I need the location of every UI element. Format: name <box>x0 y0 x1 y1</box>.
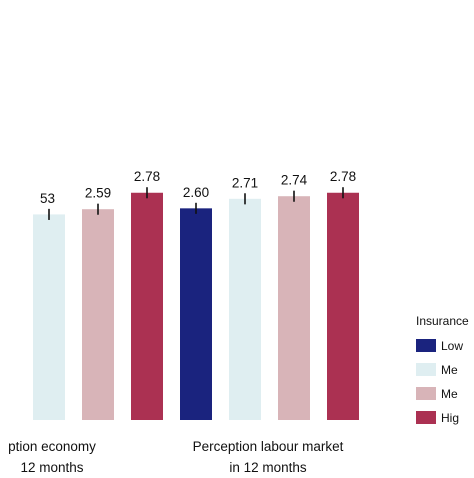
data-label-series-2-cat-0: 2.59 <box>85 186 111 201</box>
bar-series-2-cat-0 <box>82 209 114 420</box>
category-label-labour-line-2: in 12 months <box>229 460 307 475</box>
legend-swatch-medium-high <box>416 387 436 400</box>
legend-item-high: Hig <box>416 410 474 425</box>
bar-series-2-cat-1 <box>278 196 310 420</box>
legend-swatch-high <box>416 411 436 424</box>
category-label-labour-market: Perception labour market in 12 months <box>168 436 368 478</box>
legend-item-medium-high: Me <box>416 386 474 401</box>
category-label-economy-line-1: ption economy <box>8 439 96 454</box>
legend-label-high: Hig <box>441 410 460 425</box>
category-label-economy: ption economy 12 months <box>0 436 152 478</box>
bar-series-1-cat-0 <box>33 214 65 420</box>
data-label-series-3-cat-1: 2.78 <box>330 169 356 184</box>
bar-series-3-cat-0 <box>131 192 163 420</box>
bar-series-1-cat-1 <box>229 198 261 420</box>
legend-swatch-medium-low <box>416 363 436 376</box>
legend-label-low: Low <box>441 338 464 353</box>
bar-series-0-cat-1 <box>180 208 212 420</box>
legend-swatch-low <box>416 339 436 352</box>
data-label-series-1-cat-1: 2.71 <box>232 175 258 190</box>
legend-item-medium-low: Me <box>416 362 474 377</box>
legend-label-medium-low: Me <box>441 362 458 377</box>
legend: Insurance Low Me Me Hig <box>416 314 474 434</box>
data-label-series-2-cat-1: 2.74 <box>281 173 308 188</box>
data-label-series-0-cat-1: 2.60 <box>183 185 209 200</box>
bar-series-3-cat-1 <box>327 192 359 420</box>
category-label-economy-line-2: 12 months <box>20 460 84 475</box>
data-label-series-1-cat-0: 53 <box>40 191 55 206</box>
data-label-series-3-cat-0: 2.78 <box>134 169 160 184</box>
legend-label-medium-high: Me <box>441 386 458 401</box>
category-label-labour-line-1: Perception labour market <box>192 439 344 454</box>
legend-title: Insurance <box>416 314 469 328</box>
legend-item-low: Low <box>416 338 474 353</box>
